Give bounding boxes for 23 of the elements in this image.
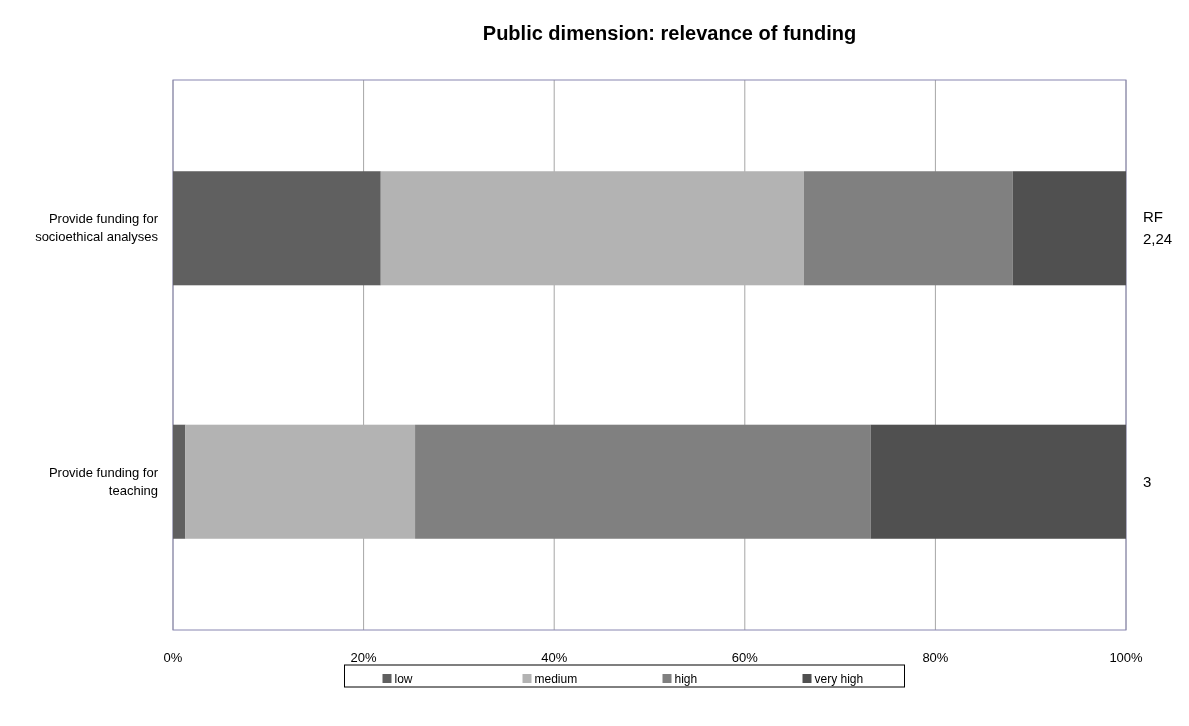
bar bbox=[173, 171, 381, 286]
bar bbox=[185, 424, 416, 539]
y-tick-label: Provide funding for socioethical analyses bbox=[35, 211, 159, 245]
x-tick-label: 0% bbox=[163, 650, 183, 665]
legend-label: medium bbox=[534, 672, 578, 686]
legend-label: high bbox=[674, 672, 698, 686]
x-tick-label: 100% bbox=[1109, 650, 1144, 665]
legend-label: low bbox=[394, 672, 413, 686]
bar bbox=[415, 424, 871, 539]
bar bbox=[870, 424, 1126, 539]
x-tick-label: 20% bbox=[350, 650, 378, 665]
bar bbox=[380, 171, 804, 286]
x-tick-label: 80% bbox=[922, 650, 949, 665]
chart-title: Public dimension: relevance of funding bbox=[482, 22, 857, 44]
x-tick-label: 40% bbox=[541, 650, 568, 665]
text: RF 2,24 bbox=[1143, 208, 1173, 248]
x-tick-label: 60% bbox=[731, 650, 759, 665]
y-tick-label: Provide funding for teaching bbox=[48, 464, 159, 498]
bar bbox=[173, 424, 186, 539]
legend-label: very high bbox=[814, 672, 864, 686]
bar bbox=[1012, 171, 1126, 286]
bar bbox=[803, 171, 1013, 286]
text: 3 bbox=[1143, 472, 1152, 490]
